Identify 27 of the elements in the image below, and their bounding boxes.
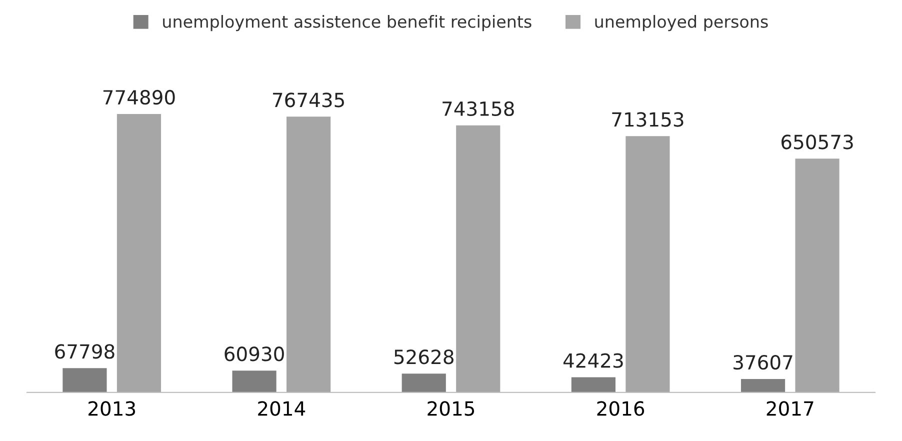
x-tick-label: 2015 [428, 401, 474, 416]
x-tick-label: 2017 [766, 401, 814, 416]
data-label: 60930 [224, 346, 284, 362]
data-label: 52628 [394, 350, 454, 364]
bar [571, 377, 616, 392]
data-label: 743158 [442, 101, 514, 116]
bar [456, 125, 500, 392]
bar [62, 368, 107, 392]
x-tick-label: 2016 [597, 401, 644, 416]
x-tick-label: 2014 [258, 401, 306, 416]
bar [232, 370, 276, 392]
data-label: 774890 [103, 90, 175, 105]
legend-label: unemployed persons [595, 15, 768, 32]
legend-label: unemployment assistence benefit recipients [163, 15, 532, 32]
data-label: 713153 [612, 112, 684, 127]
data-label: 767435 [273, 92, 344, 108]
data-label: 37607 [734, 354, 792, 370]
bar [795, 158, 840, 392]
bar [286, 116, 331, 392]
bar [402, 374, 446, 392]
data-label: 42423 [563, 353, 623, 368]
bar [626, 136, 670, 392]
x-tick-label: 2013 [88, 401, 136, 416]
data-label: 650573 [782, 134, 853, 150]
bar [740, 378, 786, 392]
bar [116, 114, 162, 392]
data-label: 67798 [55, 344, 114, 359]
